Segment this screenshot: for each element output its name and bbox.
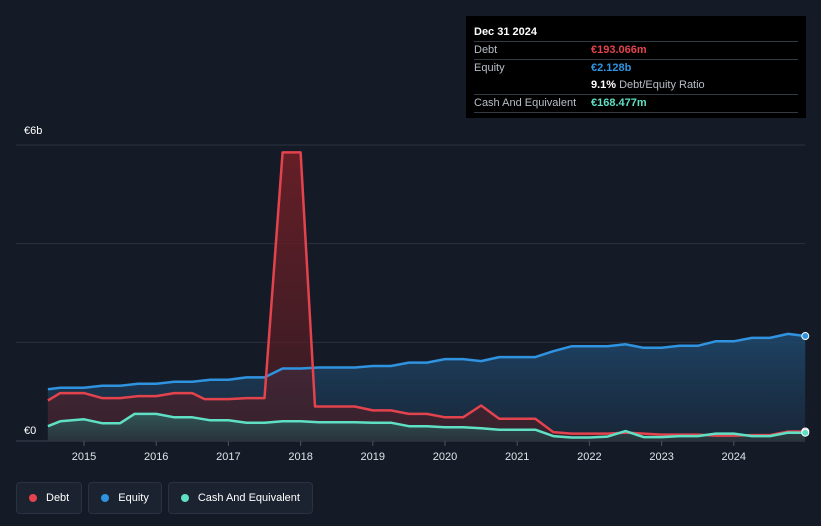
legend-item-debt[interactable]: Debt (16, 482, 83, 514)
series-lines (47, 151, 806, 439)
legend-label-cash: Cash And Equivalent (197, 492, 300, 504)
legend-label-equity: Equity (118, 492, 149, 504)
line-debt (47, 151, 806, 437)
tooltip-ratio-label: Debt/Equity Ratio (619, 79, 705, 91)
x-tick-label: 2024 (722, 451, 746, 463)
x-tick-label: 2023 (649, 451, 673, 463)
area-debt (47, 152, 806, 441)
tooltip-cash-label: Cash And Equivalent (474, 97, 577, 109)
x-tick-label: 2016 (144, 451, 168, 463)
series-areas (47, 152, 806, 441)
tooltip-equity-row: Equity €2.128b (474, 59, 798, 77)
legend-dot-cash-icon (180, 494, 189, 502)
x-tick-label: 2021 (505, 451, 529, 463)
legend-item-equity[interactable]: Equity (88, 482, 162, 514)
legend-item-cash[interactable]: Cash And Equivalent (167, 482, 313, 514)
x-tick-label: 2019 (361, 451, 385, 463)
tooltip-date: Dec 31 2024 (474, 26, 537, 38)
x-tick-label: 2015 (72, 451, 96, 463)
legend-dot-debt-icon (29, 494, 37, 502)
y-axis-top-label: €6b (24, 125, 43, 137)
x-tick-label: 2022 (577, 451, 601, 463)
chart-legend: Debt Equity Cash And Equivalent (16, 482, 313, 514)
tooltip-debt-row: Debt €193.066m (474, 41, 798, 59)
legend-label-debt: Debt (46, 492, 70, 504)
x-axis-ticks: 2015 2016 2017 2018 2019 2020 2021 2022 2023 2024 (72, 441, 746, 463)
y-axis-bottom-label: €0 (24, 425, 37, 437)
end-marker-equity (801, 332, 810, 341)
tooltip-equity-label: Equity (474, 62, 505, 74)
tooltip-ratio-value: 9.1% (591, 79, 617, 91)
tooltip-debt-value: €193.066m (591, 44, 647, 56)
x-tick-label: 2017 (216, 451, 240, 463)
end-markers (801, 332, 810, 437)
legend-dot-equity-icon (101, 494, 110, 502)
x-tick-label: 2018 (288, 451, 312, 463)
tooltip-debt-label: Debt (474, 44, 498, 56)
tooltip-cash-value: €168.477m (591, 97, 647, 109)
end-marker-cash-and-equivalent (801, 428, 810, 437)
data-tooltip: Dec 31 2024 Debt €193.066m Equity €2.128… (466, 16, 806, 118)
x-tick-label: 2020 (433, 451, 457, 463)
tooltip-ratio-row: 9.1% Debt/Equity Ratio (474, 77, 798, 94)
tooltip-cash-row: Cash And Equivalent €168.477m (474, 94, 798, 113)
line-cash-and-equivalent (47, 412, 806, 439)
line-equity (47, 332, 806, 391)
tooltip-equity-value: €2.128b (591, 62, 632, 74)
